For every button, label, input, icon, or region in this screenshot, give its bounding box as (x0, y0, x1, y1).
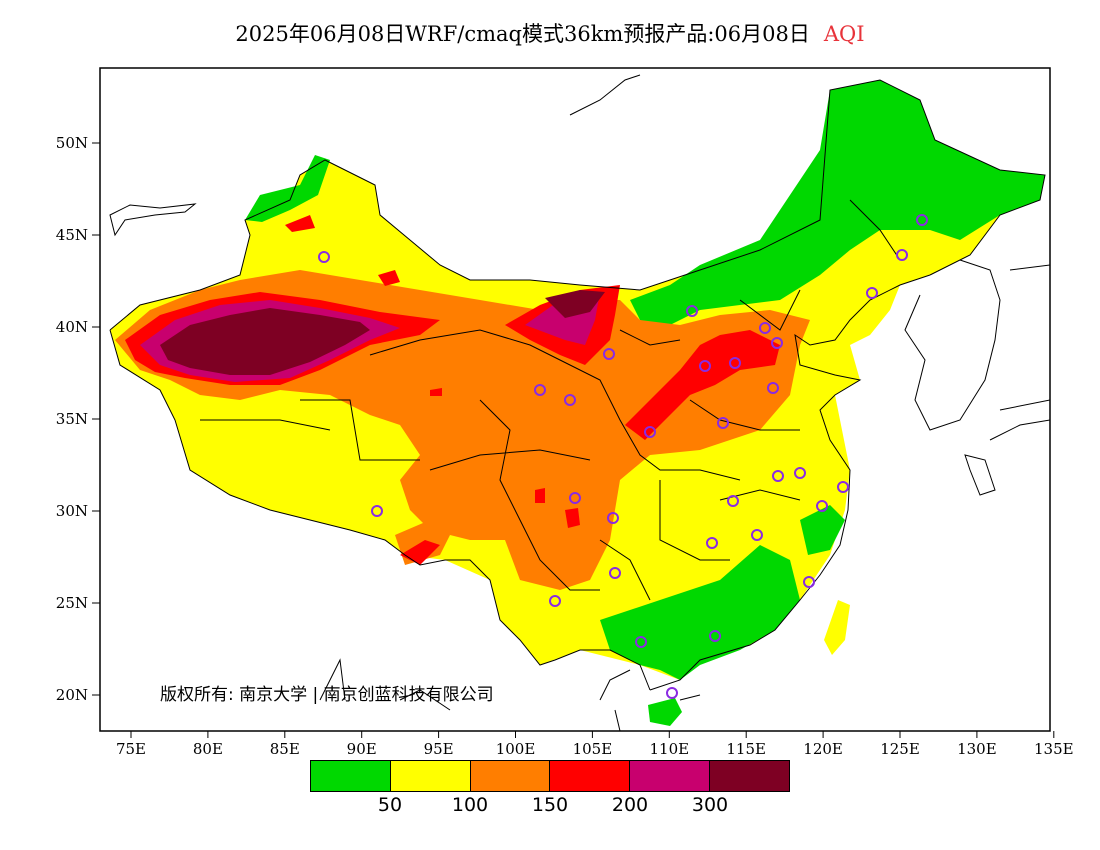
station-marker (759, 322, 771, 334)
colorbar-label: 300 (691, 794, 729, 816)
station-markers (318, 214, 928, 699)
station-marker (916, 214, 928, 226)
station-marker (717, 417, 729, 429)
station-marker (607, 512, 619, 524)
lat-tick-label: 35N (56, 410, 88, 428)
colorbar-swatch (390, 761, 471, 791)
station-marker (816, 500, 828, 512)
station-marker (896, 249, 908, 261)
title-variable: AQI (823, 22, 865, 46)
aqi-region-green-northeast (630, 80, 1045, 330)
station-marker (771, 337, 783, 349)
aqi-region-red-spot-sichuan2 (535, 488, 545, 503)
korea-coast (904, 259, 1001, 431)
lon-tick-label: 120E (803, 740, 843, 758)
lon-tick-label: 100E (496, 740, 536, 758)
japan-coast (964, 399, 1050, 496)
aqi-field (110, 80, 1045, 726)
lon-tick-label: 115E (726, 740, 766, 758)
lat-tick-label: 40N (56, 318, 88, 336)
colorbar-label: 50 (377, 794, 403, 816)
east-coastline (649, 274, 931, 691)
station-marker (609, 567, 621, 579)
station-marker (603, 348, 615, 360)
station-marker (371, 505, 383, 517)
lon-tick-label: 125E (880, 740, 920, 758)
lon-tick-label: 105E (573, 740, 613, 758)
map-frame (99, 67, 1051, 732)
aqi-region-red-spot-xinjiang (285, 215, 315, 232)
title-text: 2025年06月08日WRF/cmaq模式36km预报产品:06月08日 (235, 22, 810, 46)
aqi-region-green-northwest (245, 155, 330, 222)
lon-tick-label: 95E (424, 740, 454, 758)
lon-tick-label: 90E (347, 740, 377, 758)
colorbar-swatch (710, 761, 789, 791)
station-marker (549, 595, 561, 607)
southeast-asia-coast (319, 658, 701, 731)
aqi-region-green-east (800, 505, 845, 555)
aqi-region-red-spot-qinghai (430, 388, 442, 396)
station-marker (866, 287, 878, 299)
lat-tick-label: 20N (56, 686, 88, 704)
southwest-border (109, 329, 651, 691)
aqi-region-taiwan (824, 600, 850, 655)
aqi-region-hainan (648, 698, 682, 726)
station-marker (729, 357, 741, 369)
lon-tick-label: 135E (1034, 740, 1074, 758)
colorbar-swatch (550, 761, 631, 791)
aqi-region-green-south (600, 545, 800, 680)
aqi-region-maroon-north (545, 290, 605, 318)
station-marker (569, 492, 581, 504)
colorbar-swatch (311, 761, 391, 791)
colorbar-label: 100 (451, 794, 489, 816)
station-marker (318, 251, 330, 263)
lat-tick-label: 30N (56, 502, 88, 520)
colorbar-swatch (630, 761, 711, 791)
lon-tick-label: 85E (270, 740, 300, 758)
copyright-text: 版权所有: 南京大学 | 南京创蓝科技有限公司 (160, 685, 494, 705)
axis-ticks: 50N 45N 40N 35N 30N 25N 20N 75E 80E 85E 90E 95E 100E… (56, 134, 1074, 758)
station-marker (751, 529, 763, 541)
colorbar-label: 150 (531, 794, 569, 816)
provincial-borders (200, 199, 901, 601)
colorbar-label: 200 (611, 794, 649, 816)
china-border (109, 79, 1046, 331)
boundary-lines (109, 74, 1050, 731)
aqi-region-maroon-west (160, 308, 370, 375)
station-marker (644, 426, 656, 438)
station-marker (635, 636, 647, 648)
station-marker (699, 360, 711, 372)
russia-coast (569, 74, 1050, 271)
aqi-colorbar (310, 760, 790, 792)
lon-tick-label: 80E (193, 740, 223, 758)
lat-tick-label: 50N (56, 134, 88, 152)
station-marker (564, 394, 576, 406)
station-marker (666, 687, 678, 699)
lon-tick-label: 110E (650, 740, 690, 758)
station-marker (727, 495, 739, 507)
aqi-region-red-spot-sichuan (565, 508, 580, 528)
lon-tick-label: 75E (116, 740, 146, 758)
lat-tick-label: 25N (56, 594, 88, 612)
station-marker (686, 305, 698, 317)
station-marker (837, 481, 849, 493)
colorbar-swatch (470, 761, 551, 791)
station-marker (767, 382, 779, 394)
station-marker (706, 537, 718, 549)
station-marker (534, 384, 546, 396)
aqi-region-red-central (625, 330, 780, 440)
lon-tick-label: 130E (957, 740, 997, 758)
station-marker (772, 470, 784, 482)
station-marker (709, 630, 721, 642)
lake-balkhash (109, 203, 197, 237)
lat-tick-label: 45N (56, 226, 88, 244)
aqi-region-red-spot-xinjiang2 (378, 270, 400, 286)
station-marker (803, 576, 815, 588)
station-marker (794, 467, 806, 479)
map-title: 2025年06月08日WRF/cmaq模式36km预报产品:06月08日 AQI (0, 18, 1100, 48)
